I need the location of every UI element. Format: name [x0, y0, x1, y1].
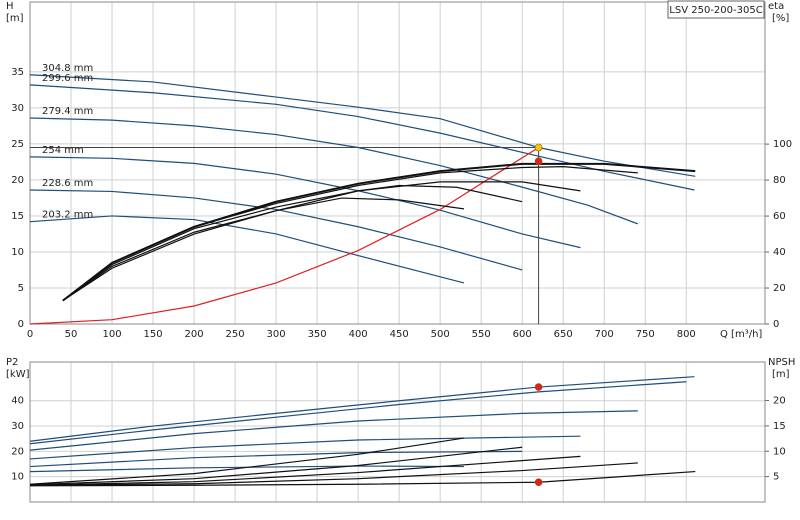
x-tick-label: 300: [267, 329, 286, 340]
y-tick-label: 20: [11, 175, 24, 186]
curve: [29, 450, 523, 468]
x-tick-label: 400: [349, 329, 368, 340]
curve: [29, 147, 539, 325]
x-tick-label: 800: [677, 329, 696, 340]
x-tick-label: 0: [27, 329, 33, 340]
x-tick-label: 550: [472, 329, 491, 340]
y-tick-label: 30: [11, 103, 24, 114]
duty-point: [534, 478, 543, 487]
curve: [29, 470, 696, 487]
impeller-label: 254 mm: [42, 145, 84, 156]
y-tick-label: 15: [11, 211, 24, 222]
y-tick-label: 25: [11, 139, 24, 150]
y-tick-label: 10: [11, 247, 24, 258]
y2-axis-unit: [%]: [772, 13, 789, 24]
y-axis-unit: [m]: [6, 13, 24, 24]
curve: [29, 74, 696, 177]
curve: [29, 435, 581, 460]
y2-tick-label: 10: [773, 446, 786, 457]
x-tick-label: 750: [636, 329, 655, 340]
x-tick-label: 450: [390, 329, 409, 340]
y2-axis-label: eta: [768, 1, 784, 12]
x-tick-label: 250: [226, 329, 245, 340]
x-tick-label: 100: [102, 329, 121, 340]
plot-frame: [29, 361, 766, 503]
y2-tick-label: 60: [773, 211, 786, 222]
curve: [29, 446, 523, 486]
curve: [29, 462, 638, 486]
duty-point: [534, 383, 543, 391]
impeller-label: 203.2 mm: [42, 210, 93, 221]
x-tick-label: 200: [185, 329, 204, 340]
x-tick-label: 50: [65, 329, 78, 340]
curve: [29, 376, 695, 442]
y-axis-label: P2: [6, 357, 18, 368]
y-tick-label: 35: [11, 67, 24, 78]
y-axis-label: H: [6, 1, 14, 12]
x-tick-label: 350: [308, 329, 327, 340]
model-box: [667, 0, 765, 19]
x-tick-label: 500: [431, 329, 450, 340]
curve: [29, 465, 464, 473]
y2-tick-label: 5: [773, 472, 779, 483]
model-label: LSV 250-200-305C: [669, 5, 762, 16]
y2-tick-label: 20: [773, 396, 786, 407]
y-tick-label: 10: [11, 472, 24, 483]
plot-frame: [29, 1, 766, 325]
curve: [62, 197, 465, 302]
impeller-label: 279.4 mm: [42, 106, 93, 117]
curve: [29, 455, 581, 486]
y2-tick-label: 100: [773, 139, 792, 150]
x-tick-label: 700: [595, 329, 614, 340]
y-tick-label: 0: [18, 319, 24, 330]
curve: [62, 184, 523, 302]
x-tick-label: 650: [554, 329, 573, 340]
y2-tick-label: 20: [773, 283, 786, 294]
y2-tick-label: 0: [773, 319, 779, 330]
duty-point: [534, 157, 543, 166]
impeller-label: 304.8 mm: [42, 63, 93, 74]
x-tick-label: 150: [144, 329, 163, 340]
curve: [29, 381, 687, 445]
y-tick-label: 5: [18, 283, 24, 294]
x-axis-label: Q [m³/h]: [720, 329, 762, 340]
y2-tick-label: 80: [773, 175, 786, 186]
y-tick-label: 40: [11, 396, 24, 407]
impeller-label: 299.6 mm: [42, 73, 93, 84]
curve: [62, 181, 581, 302]
curve: [29, 410, 638, 451]
curve: [29, 189, 523, 271]
curve: [29, 215, 465, 284]
curve: [29, 84, 695, 191]
curve: [29, 437, 465, 485]
impeller-label: 228.6 mm: [42, 178, 93, 189]
y-axis-unit: [kW]: [6, 369, 30, 380]
curve: [62, 165, 638, 302]
y2-axis-label: NPSH: [768, 357, 795, 368]
y2-axis-unit: [m]: [772, 369, 790, 380]
y2-tick-label: 40: [773, 247, 786, 258]
y-tick-label: 30: [11, 421, 24, 432]
x-tick-label: 600: [513, 329, 532, 340]
curve: [29, 156, 581, 249]
y2-tick-label: 15: [773, 421, 786, 432]
duty-point: [534, 143, 543, 152]
curve: [29, 117, 639, 225]
y-tick-label: 20: [11, 446, 24, 457]
